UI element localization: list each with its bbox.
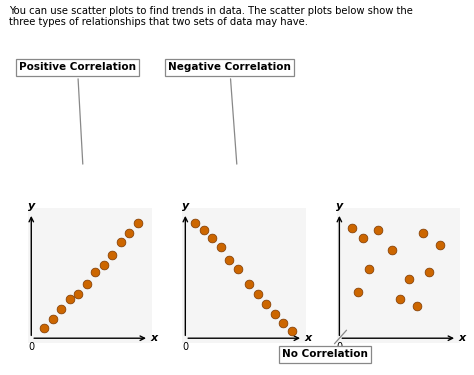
Point xyxy=(134,220,141,226)
Point xyxy=(360,235,367,241)
Point xyxy=(209,235,216,241)
Text: x: x xyxy=(458,333,465,343)
Point xyxy=(217,244,225,250)
Text: x: x xyxy=(150,333,157,343)
Point xyxy=(388,247,396,253)
Point xyxy=(271,310,278,316)
Point xyxy=(100,262,107,268)
Point xyxy=(254,291,261,297)
Point xyxy=(262,301,270,307)
Point xyxy=(74,291,82,297)
Point xyxy=(191,220,199,226)
Text: Positive Correlation: Positive Correlation xyxy=(19,63,136,164)
Point xyxy=(413,303,421,309)
Text: y: y xyxy=(182,201,189,211)
Point xyxy=(125,230,133,236)
Point xyxy=(226,256,233,262)
Point xyxy=(117,240,124,246)
Point xyxy=(405,276,412,282)
Point xyxy=(425,269,432,275)
Text: 0: 0 xyxy=(182,342,188,352)
Point xyxy=(200,227,208,233)
Point xyxy=(57,306,65,312)
Text: x: x xyxy=(304,333,311,343)
Point xyxy=(348,225,356,231)
Point xyxy=(108,252,116,258)
Text: 0: 0 xyxy=(28,342,34,352)
Point xyxy=(354,289,362,295)
Point xyxy=(91,269,99,275)
Text: You can use scatter plots to find trends in data. The scatter plots below show t: You can use scatter plots to find trends… xyxy=(9,6,413,27)
Text: No Correlation: No Correlation xyxy=(282,330,368,359)
Point xyxy=(40,326,48,332)
Point xyxy=(419,230,427,236)
Point xyxy=(374,227,382,233)
Point xyxy=(66,296,73,302)
Point xyxy=(234,267,242,273)
Text: 0: 0 xyxy=(337,342,342,352)
Point xyxy=(279,321,287,327)
Point xyxy=(245,281,253,287)
Point xyxy=(288,328,295,334)
Point xyxy=(436,242,444,248)
Text: y: y xyxy=(336,201,343,211)
Text: y: y xyxy=(27,201,35,211)
Point xyxy=(49,316,56,322)
Text: Negative Correlation: Negative Correlation xyxy=(168,63,291,164)
Point xyxy=(83,281,91,287)
Point xyxy=(365,267,373,273)
Point xyxy=(396,296,404,302)
